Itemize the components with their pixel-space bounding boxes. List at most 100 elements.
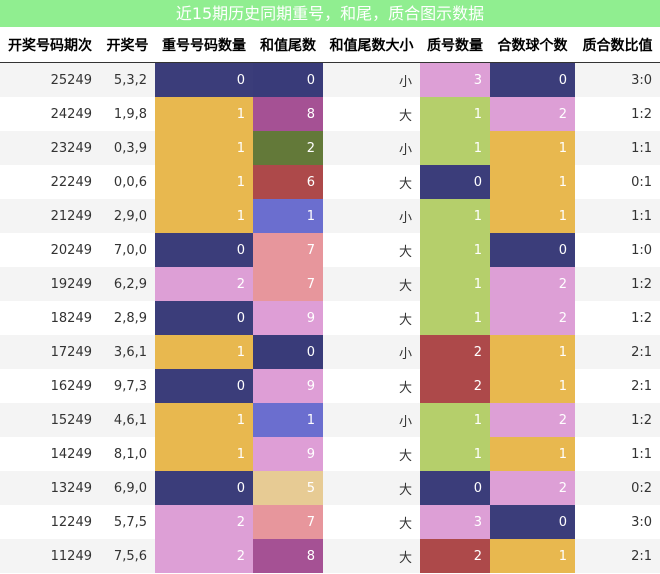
cell-composite-count: 2 <box>490 97 575 131</box>
cell-prime-count: 1 <box>420 437 490 471</box>
table-row: 24249 1,9,8 1 8 大 1 2 1:2 <box>0 97 660 131</box>
cell-prime-count: 3 <box>420 62 490 97</box>
header-prime-count[interactable]: 质号数量 <box>420 27 490 63</box>
cell-prime-count: 1 <box>420 97 490 131</box>
cell-sum-tail-size: 大 <box>323 165 420 199</box>
cell-repeat-count: 1 <box>155 199 253 233</box>
cell-ratio: 2:1 <box>575 335 660 369</box>
cell-sum-tail-size: 大 <box>323 97 420 131</box>
cell-prime-count: 3 <box>420 505 490 539</box>
cell-period: 15249 <box>0 403 100 437</box>
table-row: 14249 8,1,0 1 9 大 1 1 1:1 <box>0 437 660 471</box>
cell-sum-tail-size: 大 <box>323 505 420 539</box>
cell-composite-count: 2 <box>490 403 575 437</box>
table-row: 16249 9,7,3 0 9 大 2 1 2:1 <box>0 369 660 403</box>
cell-ratio: 1:1 <box>575 199 660 233</box>
header-composite-count[interactable]: 合数球个数 <box>490 27 575 63</box>
cell-period: 21249 <box>0 199 100 233</box>
cell-composite-count: 1 <box>490 437 575 471</box>
cell-period: 22249 <box>0 165 100 199</box>
cell-ratio: 2:1 <box>575 539 660 573</box>
cell-sum-tail: 2 <box>253 131 323 165</box>
cell-ratio: 1:2 <box>575 403 660 437</box>
table-row: 18249 2,8,9 0 9 大 1 2 1:2 <box>0 301 660 335</box>
cell-sum-tail: 8 <box>253 97 323 131</box>
cell-ratio: 2:1 <box>575 369 660 403</box>
cell-sum-tail: 7 <box>253 267 323 301</box>
cell-period: 20249 <box>0 233 100 267</box>
cell-repeat-count: 0 <box>155 369 253 403</box>
cell-numbers: 2,9,0 <box>100 199 155 233</box>
cell-numbers: 2,8,9 <box>100 301 155 335</box>
cell-repeat-count: 0 <box>155 471 253 505</box>
cell-numbers: 6,2,9 <box>100 267 155 301</box>
cell-period: 14249 <box>0 437 100 471</box>
header-sum-tail[interactable]: 和值尾数 <box>253 27 323 63</box>
cell-ratio: 0:1 <box>575 165 660 199</box>
cell-repeat-count: 1 <box>155 403 253 437</box>
cell-repeat-count: 1 <box>155 131 253 165</box>
cell-prime-count: 2 <box>420 539 490 573</box>
cell-numbers: 0,3,9 <box>100 131 155 165</box>
cell-prime-count: 1 <box>420 199 490 233</box>
cell-sum-tail: 9 <box>253 301 323 335</box>
cell-composite-count: 0 <box>490 233 575 267</box>
cell-repeat-count: 0 <box>155 233 253 267</box>
cell-sum-tail: 1 <box>253 199 323 233</box>
cell-sum-tail: 0 <box>253 335 323 369</box>
cell-repeat-count: 1 <box>155 97 253 131</box>
cell-ratio: 1:2 <box>575 301 660 335</box>
cell-repeat-count: 1 <box>155 437 253 471</box>
cell-sum-tail: 9 <box>253 437 323 471</box>
cell-prime-count: 1 <box>420 301 490 335</box>
cell-repeat-count: 2 <box>155 267 253 301</box>
cell-period: 19249 <box>0 267 100 301</box>
cell-sum-tail-size: 小 <box>323 335 420 369</box>
cell-numbers: 6,9,0 <box>100 471 155 505</box>
cell-sum-tail-size: 大 <box>323 301 420 335</box>
cell-composite-count: 1 <box>490 335 575 369</box>
cell-prime-count: 2 <box>420 369 490 403</box>
cell-numbers: 5,7,5 <box>100 505 155 539</box>
cell-period: 12249 <box>0 505 100 539</box>
cell-ratio: 1:0 <box>575 233 660 267</box>
cell-composite-count: 0 <box>490 505 575 539</box>
cell-repeat-count: 2 <box>155 539 253 573</box>
cell-repeat-count: 1 <box>155 165 253 199</box>
cell-prime-count: 1 <box>420 403 490 437</box>
cell-repeat-count: 0 <box>155 301 253 335</box>
cell-composite-count: 2 <box>490 301 575 335</box>
cell-numbers: 8,1,0 <box>100 437 155 471</box>
cell-sum-tail: 7 <box>253 505 323 539</box>
table-row: 17249 3,6,1 1 0 小 2 1 2:1 <box>0 335 660 369</box>
cell-ratio: 1:2 <box>575 267 660 301</box>
table-row: 20249 7,0,0 0 7 大 1 0 1:0 <box>0 233 660 267</box>
cell-composite-count: 1 <box>490 165 575 199</box>
header-repeat-count[interactable]: 重号号码数量 <box>155 27 253 63</box>
cell-repeat-count: 0 <box>155 62 253 97</box>
cell-numbers: 7,0,0 <box>100 233 155 267</box>
header-sum-tail-size[interactable]: 和值尾数大小 <box>323 27 420 63</box>
cell-prime-count: 0 <box>420 471 490 505</box>
header-numbers[interactable]: 开奖号 <box>100 27 155 63</box>
cell-sum-tail-size: 大 <box>323 471 420 505</box>
cell-ratio: 3:0 <box>575 505 660 539</box>
cell-period: 25249 <box>0 62 100 97</box>
cell-sum-tail: 5 <box>253 471 323 505</box>
cell-numbers: 5,3,2 <box>100 62 155 97</box>
table-row: 25249 5,3,2 0 0 小 3 0 3:0 <box>0 62 660 97</box>
cell-prime-count: 0 <box>420 165 490 199</box>
header-ratio[interactable]: 质合数比值 <box>575 27 660 63</box>
cell-sum-tail-size: 大 <box>323 369 420 403</box>
cell-sum-tail: 6 <box>253 165 323 199</box>
cell-composite-count: 2 <box>490 471 575 505</box>
table-row: 23249 0,3,9 1 2 小 1 1 1:1 <box>0 131 660 165</box>
cell-period: 16249 <box>0 369 100 403</box>
cell-period: 24249 <box>0 97 100 131</box>
header-period[interactable]: 开奖号码期次 <box>0 27 100 63</box>
header-row: 开奖号码期次 开奖号 重号号码数量 和值尾数 和值尾数大小 质号数量 合数球个数… <box>0 27 660 63</box>
cell-composite-count: 0 <box>490 62 575 97</box>
cell-sum-tail-size: 大 <box>323 267 420 301</box>
cell-numbers: 9,7,3 <box>100 369 155 403</box>
table-row: 12249 5,7,5 2 7 大 3 0 3:0 <box>0 505 660 539</box>
